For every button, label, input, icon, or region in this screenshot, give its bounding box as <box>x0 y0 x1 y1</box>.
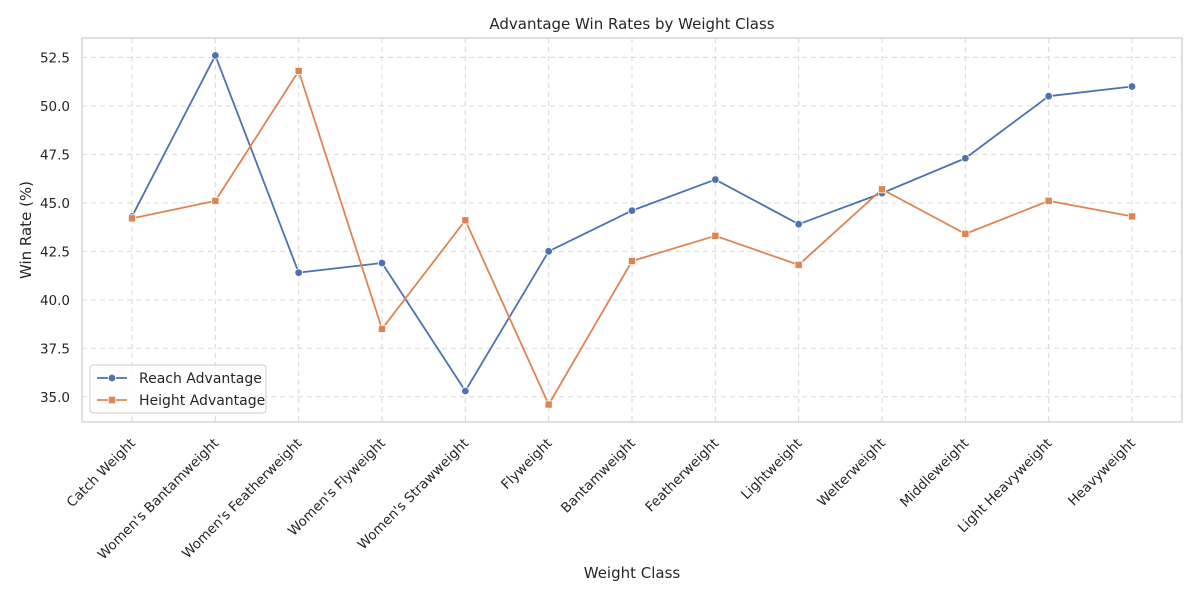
data-point <box>711 231 720 240</box>
x-axis-title: Weight Class <box>584 564 681 582</box>
x-tick-label: Heavyweight <box>1065 436 1139 510</box>
data-point <box>294 66 303 75</box>
x-tick-label: Lightweight <box>738 436 805 503</box>
y-tick-label: 42.5 <box>40 244 70 260</box>
data-point <box>211 51 220 60</box>
data-point <box>461 216 470 225</box>
y-tick-label: 50.0 <box>40 99 70 115</box>
legend-label: Reach Advantage <box>139 371 262 387</box>
x-tick-label: Middleweight <box>897 436 972 511</box>
data-point <box>127 214 136 223</box>
data-point <box>627 206 637 215</box>
y-tick-label: 40.0 <box>40 293 70 309</box>
data-point <box>961 154 970 163</box>
legend-frame <box>89 364 267 414</box>
series-1 <box>127 66 1137 409</box>
data-point <box>711 175 720 184</box>
chart-title: Advantage Win Rates by Weight Class <box>489 15 774 33</box>
data-point <box>377 258 387 268</box>
x-tick-label: Bantamweight <box>558 436 639 517</box>
legend-entry: Height Advantage <box>97 393 265 409</box>
y-tick-label: 52.5 <box>40 50 70 66</box>
data-point <box>794 260 803 269</box>
data-point <box>628 257 637 266</box>
data-point <box>1044 196 1053 205</box>
data-point <box>544 247 553 256</box>
legend-marker <box>108 395 117 404</box>
y-tick-label: 35.0 <box>40 390 70 406</box>
y-tick-label: 45.0 <box>40 196 70 212</box>
data-point <box>878 185 887 194</box>
data-point <box>1044 91 1053 101</box>
x-tick-label: Light Heavyweight <box>955 436 1056 537</box>
data-point <box>794 219 803 229</box>
y-axis-title: Win Rate (%) <box>17 181 35 279</box>
legend-entry: Reach Advantage <box>97 371 262 387</box>
data-point <box>461 386 470 396</box>
data-point <box>294 268 303 277</box>
data-point <box>961 229 970 238</box>
data-point <box>1127 82 1137 91</box>
y-tick-label: 37.5 <box>40 341 70 357</box>
legend-marker <box>107 373 117 383</box>
data-point <box>544 400 553 409</box>
y-tick-label: 47.5 <box>40 147 70 163</box>
x-tick-label: Flyweight <box>498 436 555 493</box>
series-layer <box>127 51 1137 409</box>
data-point <box>1128 212 1137 221</box>
x-tick-label: Featherweight <box>642 436 722 516</box>
legend-label: Height Advantage <box>139 393 265 409</box>
data-point <box>211 196 220 205</box>
legend: Reach Advantage Height Advantage <box>89 364 267 414</box>
data-point <box>377 324 386 333</box>
x-tick-label: Welterweight <box>814 436 888 510</box>
x-tick-label: Catch Weight <box>64 436 139 511</box>
y-axis-ticks: 35.0 37.5 40.0 42.5 45.0 47.5 50.0 52.5 <box>40 50 70 405</box>
